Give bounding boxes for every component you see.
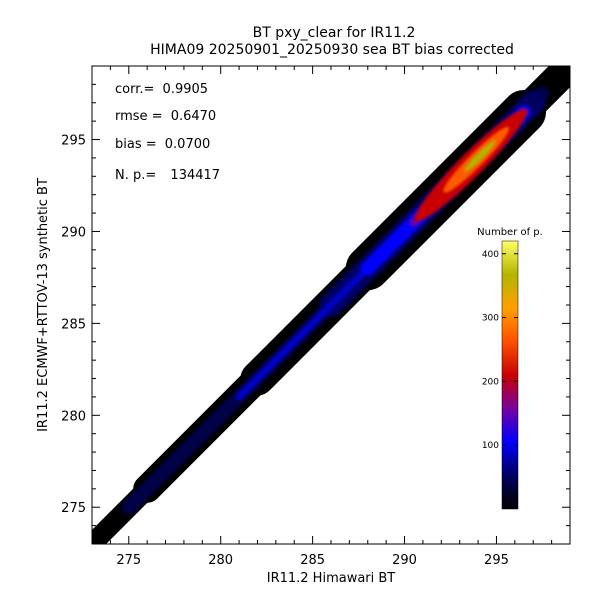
x-tick-label: 285 [300, 553, 325, 568]
stat-corr: corr.= 0.9905 [115, 82, 208, 97]
stat-corr-value: 0.9905 [163, 82, 209, 97]
chart-subtitle: HIMA09 20250901_20250930 sea BT bias cor… [150, 42, 514, 58]
stat-corr-label: corr.= [115, 82, 154, 97]
density-plot [92, 66, 570, 544]
x-axis: 275 280 285 290 295 [91, 66, 571, 568]
y-tick-label: 280 [61, 409, 86, 424]
y-axis-label: IR11.2 ECMWF+RTTOV-13 synthetic BT [36, 178, 51, 432]
stat-bias-value: 0.0700 [165, 137, 211, 152]
colorbar-tick-label: 100 [482, 441, 499, 451]
y-tick-label: 285 [61, 317, 86, 332]
stat-bias: bias = 0.0700 [115, 137, 210, 152]
stat-npoints-label: N. p.= [115, 168, 156, 183]
y-tick-label: 290 [61, 225, 86, 240]
colorbar-ticks: 100 200 300 400 [482, 250, 518, 451]
y-tick-label: 295 [61, 134, 86, 149]
colorbar: Number of p. 100 200 300 400 [477, 227, 543, 510]
x-axis-label: IR11.2 Himawari BT [267, 571, 396, 586]
stat-rmse: rmse = 0.6470 [115, 109, 216, 124]
stats-box: corr.= 0.9905 rmse = 0.6470 bias = 0.070… [115, 82, 220, 183]
y-tick-label: 275 [61, 501, 86, 516]
colorbar-tick-label: 200 [482, 377, 499, 387]
stat-bias-label: bias = [115, 137, 157, 152]
colorbar-tick-label: 300 [482, 314, 499, 324]
stat-rmse-value: 0.6470 [171, 109, 217, 124]
stat-npoints-value: 134417 [170, 168, 220, 183]
x-tick-label: 275 [116, 553, 141, 568]
stat-rmse-label: rmse = [115, 109, 163, 124]
stat-npoints: N. p.= 134417 [115, 168, 220, 183]
colorbar-tick-label: 400 [482, 250, 499, 260]
y-axis: 275 280 285 290 295 [61, 65, 570, 545]
colorbar-gradient [501, 240, 519, 510]
x-tick-label: 290 [392, 553, 417, 568]
colorbar-title: Number of p. [477, 227, 543, 238]
x-tick-label: 295 [484, 553, 509, 568]
chart-title: BT pxy_clear for IR11.2 [253, 25, 416, 41]
x-tick-label: 280 [208, 553, 233, 568]
density-peak [464, 140, 496, 172]
